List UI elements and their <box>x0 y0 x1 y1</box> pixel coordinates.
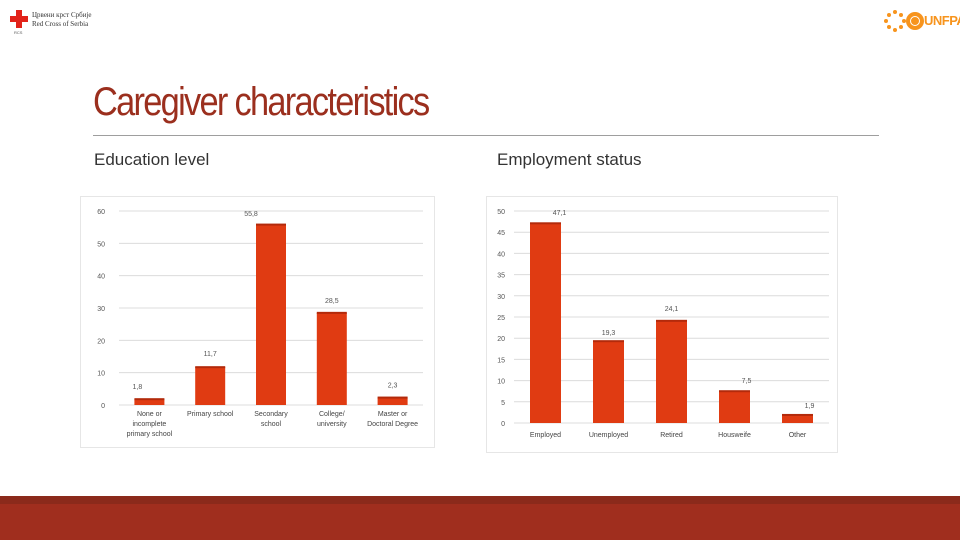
logo-text-cyrillic: Црвени крст Србије <box>32 11 92 19</box>
emp-category-label: Employed <box>530 432 561 439</box>
edu-category-label: Master or <box>378 411 408 418</box>
education-chart-svg: 0 10 20 30 40 50 60 1,8 None or incomplete primary… <box>97 209 423 438</box>
edu-y-tick-label: 0 <box>101 403 105 410</box>
edu-category-label: Secondary <box>254 411 288 418</box>
emp-value-label: 24,1 <box>665 306 679 313</box>
emp-category-label: Unemployed <box>589 432 628 439</box>
emp-category-label: Other <box>789 432 807 439</box>
emp-y-tick-label: 0 <box>501 421 505 428</box>
edu-value-label: 1,8 <box>133 384 143 391</box>
emp-bar <box>719 391 750 423</box>
emp-y-tick-label: 50 <box>497 209 505 216</box>
emp-category-label: Housweife <box>718 432 751 439</box>
emp-value-label: 1,9 <box>805 403 815 410</box>
footer-accent <box>0 496 960 504</box>
emp-value-label: 19,3 <box>602 330 616 337</box>
edu-category-label: Doctoral Degree <box>367 421 418 428</box>
edu-category-label: College/ <box>319 411 345 418</box>
edu-category-label: incomplete <box>132 421 166 428</box>
emp-bar <box>530 223 561 423</box>
emp-y-tick-label: 35 <box>497 273 505 280</box>
edu-bar <box>134 399 165 405</box>
emp-bar <box>782 414 813 423</box>
slide-title: Caregiver characteristics <box>93 80 430 124</box>
emp-bar-cap <box>782 413 813 416</box>
un-emblem-icon <box>906 12 924 30</box>
edu-bar-cap <box>377 396 408 399</box>
edu-value-label: 28,5 <box>325 298 339 305</box>
edu-value-label: 2,3 <box>388 383 398 390</box>
emp-y-tick-label: 20 <box>497 336 505 343</box>
emp-bar <box>593 341 624 423</box>
emp-y-tick-label: 40 <box>497 251 505 258</box>
emp-y-tick-label: 5 <box>501 400 505 407</box>
employment-chart: 0 5 10 15 20 25 30 35 40 45 50 47,1 Employed 19,3 Unem… <box>486 196 838 453</box>
emp-category-label: Retired <box>660 432 683 439</box>
unfpa-wordmark: UNFPA <box>924 13 960 28</box>
emp-y-tick-label: 15 <box>497 357 505 364</box>
education-section-title: Education level <box>94 150 210 169</box>
emp-bar <box>656 320 687 423</box>
edu-bar <box>316 312 347 405</box>
edu-bar-cap <box>316 311 347 314</box>
edu-y-tick-label: 20 <box>97 338 105 345</box>
logo-text-small: RCS <box>14 30 23 35</box>
edu-y-tick-label: 30 <box>97 306 105 313</box>
emp-y-tick-label: 45 <box>497 230 505 237</box>
edu-bar-cap <box>195 366 226 369</box>
emp-bar-cap <box>656 319 687 322</box>
edu-y-tick-label: 60 <box>97 209 105 216</box>
education-chart: 0 10 20 30 40 50 60 1,8 None or incomplete primary… <box>80 196 435 448</box>
un-dots-icon <box>884 10 906 32</box>
edu-bar-cap <box>134 398 165 401</box>
edu-y-tick-label: 40 <box>97 274 105 281</box>
edu-category-label: primary school <box>127 431 173 438</box>
emp-value-label: 47,1 <box>553 210 567 217</box>
edu-category-label: None or <box>137 411 163 418</box>
edu-category-label: Primary school <box>187 411 234 418</box>
logo-text-latin: Red Cross of Serbia <box>32 20 89 28</box>
edu-y-tick-label: 50 <box>97 241 105 248</box>
edu-value-label: 11,7 <box>204 351 217 358</box>
emp-bar-cap <box>593 340 624 343</box>
title-divider <box>93 135 879 136</box>
red-cross-icon <box>10 10 28 28</box>
edu-bar-cap <box>256 223 286 226</box>
edu-y-tick-label: 10 <box>97 371 105 378</box>
edu-bar <box>195 367 226 405</box>
employment-chart-svg: 0 5 10 15 20 25 30 35 40 45 50 47,1 Employed 19,3 Unem… <box>497 209 829 439</box>
footer-band <box>0 504 960 540</box>
unfpa-logo: UNFPA <box>884 8 960 36</box>
edu-bar <box>256 224 286 405</box>
emp-y-tick-label: 30 <box>497 294 505 301</box>
red-cross-logo: Црвени крст Србије Red Cross of Serbia R… <box>10 8 110 38</box>
edu-category-label: school <box>261 421 282 428</box>
edu-bar <box>377 397 408 405</box>
employment-section-title: Employment status <box>497 150 642 169</box>
emp-value-label: 7,5 <box>742 378 752 385</box>
emp-bar-cap <box>719 390 750 393</box>
emp-bar-cap <box>530 222 561 225</box>
emp-y-tick-label: 10 <box>497 379 505 386</box>
edu-value-label: 55,8 <box>244 211 258 218</box>
emp-y-tick-label: 25 <box>497 315 505 322</box>
edu-category-label: university <box>317 421 347 428</box>
